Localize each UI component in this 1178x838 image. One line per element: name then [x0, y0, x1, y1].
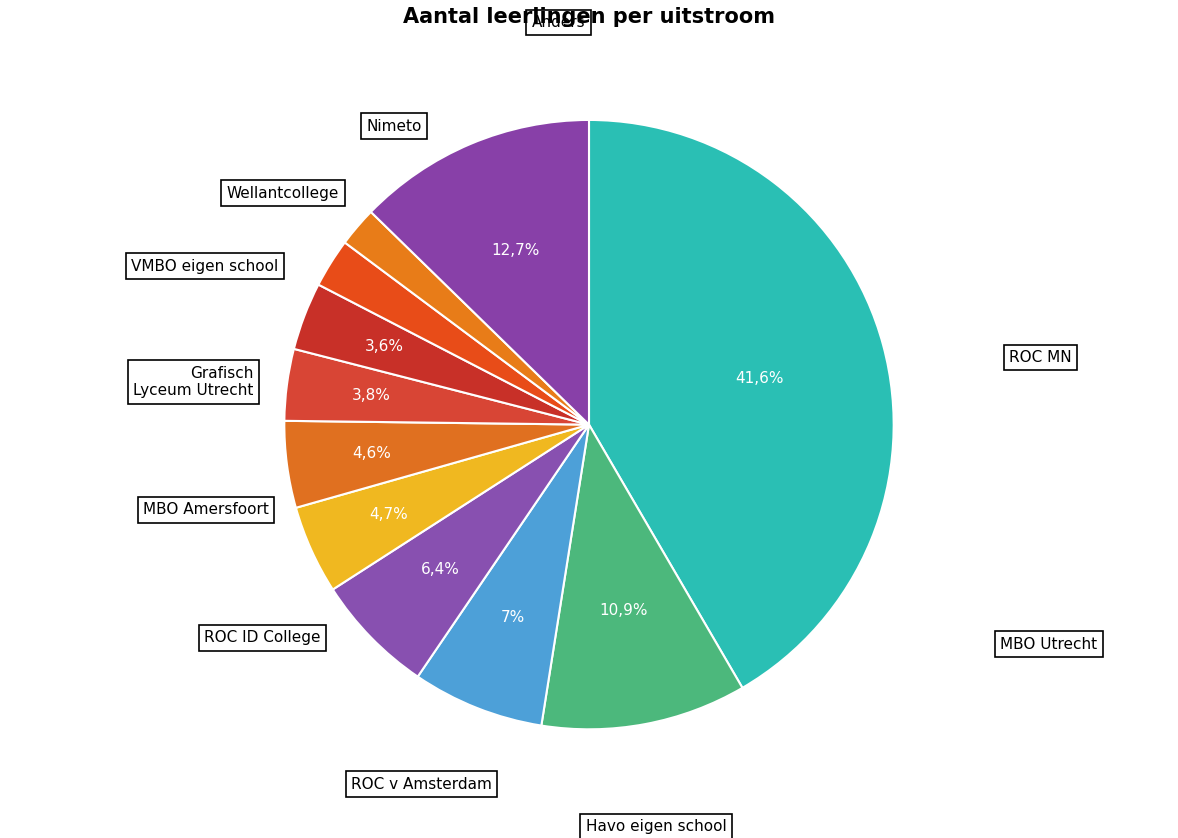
- Text: Havo eigen school: Havo eigen school: [585, 820, 727, 835]
- Text: 4,7%: 4,7%: [370, 507, 409, 522]
- Wedge shape: [542, 425, 742, 729]
- Text: Nimeto: Nimeto: [366, 118, 422, 133]
- Wedge shape: [293, 285, 589, 425]
- Wedge shape: [318, 242, 589, 425]
- Title: Aantal leerlingen per uitstroom: Aantal leerlingen per uitstroom: [403, 7, 775, 27]
- Text: MBO Amersfoort: MBO Amersfoort: [144, 503, 269, 517]
- Text: ROC MN: ROC MN: [1010, 350, 1072, 365]
- Wedge shape: [345, 212, 589, 425]
- Wedge shape: [284, 349, 589, 425]
- Text: 4,6%: 4,6%: [352, 446, 391, 461]
- Wedge shape: [284, 421, 589, 508]
- Text: 3,6%: 3,6%: [364, 339, 404, 354]
- Text: ROC ID College: ROC ID College: [204, 630, 320, 645]
- Text: ROC v Amsterdam: ROC v Amsterdam: [351, 777, 492, 792]
- Text: Wellantcollege: Wellantcollege: [227, 185, 339, 200]
- Wedge shape: [296, 425, 589, 589]
- Text: 41,6%: 41,6%: [735, 371, 783, 386]
- Text: 6,4%: 6,4%: [422, 561, 461, 577]
- Wedge shape: [418, 425, 589, 726]
- Wedge shape: [371, 120, 589, 425]
- Text: Anders: Anders: [531, 15, 585, 30]
- Wedge shape: [332, 425, 589, 676]
- Text: 3,8%: 3,8%: [352, 388, 391, 403]
- Text: Grafisch
Lyceum Utrecht: Grafisch Lyceum Utrecht: [133, 365, 253, 398]
- Text: 10,9%: 10,9%: [600, 603, 648, 618]
- Text: MBO Utrecht: MBO Utrecht: [1000, 637, 1098, 651]
- Wedge shape: [589, 120, 894, 688]
- Text: 7%: 7%: [501, 610, 525, 625]
- Text: VMBO eigen school: VMBO eigen school: [131, 259, 278, 274]
- Text: 12,7%: 12,7%: [491, 243, 540, 258]
